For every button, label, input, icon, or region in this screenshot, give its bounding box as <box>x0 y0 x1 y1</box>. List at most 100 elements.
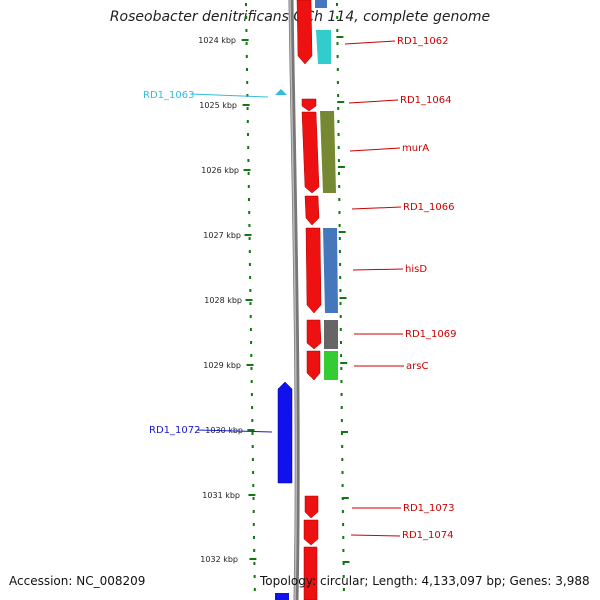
tick-dot <box>246 68 248 71</box>
tick-dot <box>340 341 342 344</box>
tick-dot <box>253 536 255 539</box>
tick-major <box>249 558 257 560</box>
gene-label-mura[interactable]: murA <box>402 143 429 154</box>
feature-block-green <box>324 351 338 380</box>
tick-dot <box>338 224 341 227</box>
tick-major <box>341 497 349 499</box>
gene-label-rd1-1062[interactable]: RD1_1062 <box>397 36 448 47</box>
tick-dot <box>339 328 342 331</box>
tick-dot <box>341 458 344 461</box>
tick-dot <box>340 380 343 383</box>
tick-dot <box>250 380 253 383</box>
tick-dot <box>341 471 344 474</box>
tick-dot <box>338 185 341 188</box>
tick-dot <box>252 523 255 526</box>
gene-label-hisd[interactable]: hisD <box>405 264 427 275</box>
gene-arrow-rd1-1062[interactable] <box>296 0 313 65</box>
gene-label-arsc[interactable]: arsC <box>406 361 428 372</box>
tick-dot <box>245 42 248 45</box>
tick-dot <box>245 16 248 19</box>
tick-dot <box>246 107 249 110</box>
tick-major <box>337 101 345 103</box>
tick-dot <box>342 562 345 565</box>
tick-major <box>338 231 346 233</box>
tick-dot <box>248 250 251 253</box>
tick-dot <box>336 42 339 45</box>
gene-arrow-rd1-1066[interactable] <box>304 195 320 226</box>
tick-dot <box>248 263 251 266</box>
tick-dot <box>247 185 250 188</box>
forward-strand-genes <box>296 0 322 600</box>
tick-dot <box>336 81 339 84</box>
tick-dot <box>339 302 342 305</box>
tick-dot <box>336 3 338 6</box>
tick-major <box>242 104 250 106</box>
tick-major <box>341 431 348 433</box>
gene-arrow-rd1-1074[interactable] <box>303 519 319 546</box>
tick-dot <box>247 133 249 136</box>
tick-dot <box>336 29 339 32</box>
tick-dot <box>336 55 339 58</box>
tick-dot <box>247 146 250 149</box>
gene-label-rd1-1074[interactable]: RD1_1074 <box>402 530 453 541</box>
gene-arrow-rd1-1064[interactable] <box>301 98 317 112</box>
tick-dot <box>339 315 342 318</box>
tick-major <box>247 429 255 431</box>
tick-dot <box>253 588 256 591</box>
kbp-label: 1025 kbp <box>199 101 237 110</box>
tick-dot <box>337 120 340 123</box>
gene-arrow-rd1-1072[interactable] <box>277 381 293 484</box>
tick-dot <box>253 562 256 565</box>
gene-arrow-mura[interactable] <box>301 111 320 194</box>
gene-label-rd1-1073[interactable]: RD1_1073 <box>403 503 454 514</box>
kbp-label: 1032 kbp <box>200 555 238 564</box>
tick-dot <box>338 250 341 253</box>
gene-label-rd1-1069[interactable]: RD1_1069 <box>405 329 456 340</box>
tick-dot <box>251 419 254 422</box>
feature-block-olive <box>320 111 336 193</box>
tick-dot <box>249 328 252 331</box>
gene-arrow-arsc[interactable] <box>306 350 321 381</box>
feature-block-gray <box>324 320 338 349</box>
tick-dot <box>337 94 340 97</box>
tick-major <box>241 39 249 41</box>
tick-major <box>340 362 348 364</box>
kbp-label: 1031 kbp <box>202 491 240 500</box>
tick-dot <box>341 510 344 513</box>
gene-label-rd1-1063[interactable]: RD1_1063 <box>143 90 194 101</box>
kbp-scale: 1024 kbp 1025 kbp 1026 kbp 1027 kbp 1028… <box>198 36 243 564</box>
tick-major <box>243 169 251 171</box>
feature-block-steelblue <box>323 228 338 313</box>
tick-dot <box>339 289 342 292</box>
gene-arrow-hisd[interactable] <box>305 227 322 314</box>
gene-arrow-rd1-1069[interactable] <box>306 319 322 350</box>
kbp-label: 1029 kbp <box>203 361 241 370</box>
tick-major <box>337 166 345 168</box>
tick-major <box>244 234 252 236</box>
tick-dot <box>340 354 343 357</box>
gene-label-rd1-1064[interactable]: RD1_1064 <box>400 95 451 106</box>
kbp-label: 1024 kbp <box>198 36 236 45</box>
gene-marker-rd1-1063[interactable] <box>275 89 287 95</box>
tick-dot <box>252 484 255 487</box>
tick-dot <box>250 393 253 396</box>
tick-major <box>245 299 253 301</box>
tick-dot <box>250 367 253 370</box>
tick-dot <box>342 588 345 591</box>
tick-dot <box>250 354 253 357</box>
tick-dot <box>336 16 339 19</box>
tick-dot <box>337 133 340 136</box>
tick-dot <box>338 172 340 175</box>
gene-arrow-rd1-1073[interactable] <box>304 495 319 519</box>
tick-dot <box>342 523 345 526</box>
tick-dot <box>340 419 343 422</box>
tick-dot <box>251 406 254 409</box>
tick-dot <box>251 432 254 435</box>
gene-label-rd1-1072[interactable]: RD1_1072 <box>149 425 200 436</box>
gene-arrow-next[interactable] <box>303 546 318 600</box>
tick-dot <box>341 484 344 487</box>
tick-dot <box>340 393 343 396</box>
tick-dot <box>248 198 250 201</box>
kbp-label: 1027 kbp <box>203 231 241 240</box>
gene-label-rd1-1066[interactable]: RD1_1066 <box>403 202 454 213</box>
